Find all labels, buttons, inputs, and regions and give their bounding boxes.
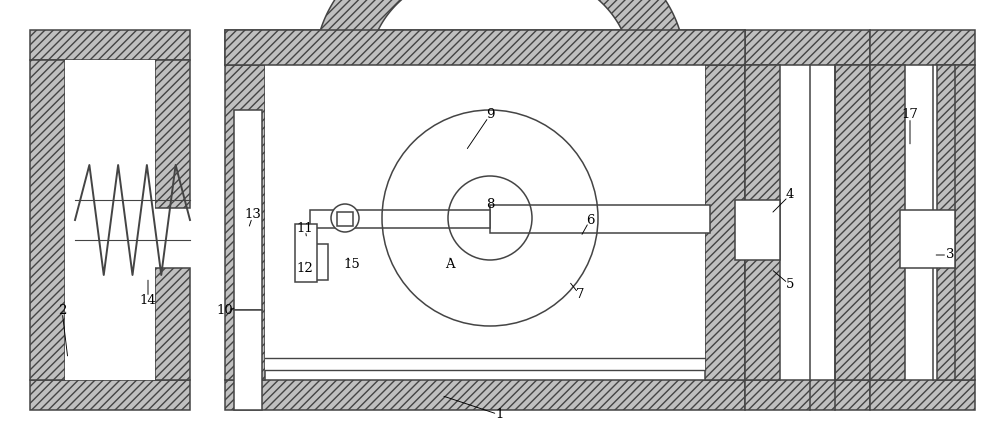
Bar — [155, 60, 190, 208]
Bar — [490, 205, 710, 233]
Bar — [905, 65, 937, 380]
Bar — [234, 310, 262, 410]
Bar — [295, 224, 317, 282]
Bar — [337, 212, 353, 226]
Text: 11: 11 — [297, 222, 313, 234]
Text: 13: 13 — [245, 208, 261, 222]
Bar — [30, 380, 190, 410]
Bar — [937, 65, 975, 380]
Bar — [225, 380, 745, 410]
Bar — [745, 30, 870, 65]
Bar — [265, 87, 705, 370]
Text: 17: 17 — [902, 109, 918, 121]
Bar — [225, 30, 745, 65]
Bar — [308, 244, 328, 280]
Bar — [780, 65, 835, 380]
Text: 5: 5 — [786, 279, 794, 292]
Text: 8: 8 — [486, 198, 494, 212]
Text: A: A — [445, 258, 455, 272]
Bar — [225, 65, 265, 380]
Polygon shape — [315, 0, 685, 65]
Bar — [265, 30, 705, 95]
Text: 10: 10 — [217, 304, 233, 317]
Text: 2: 2 — [58, 304, 66, 317]
Bar — [870, 30, 975, 65]
Bar — [900, 210, 955, 268]
Bar — [30, 30, 190, 60]
Circle shape — [331, 204, 359, 232]
Text: 7: 7 — [576, 289, 584, 301]
Bar — [234, 110, 262, 310]
Text: 9: 9 — [486, 109, 494, 121]
Text: 14: 14 — [140, 293, 156, 307]
Bar — [225, 30, 745, 65]
Bar — [155, 268, 190, 380]
Bar — [870, 380, 975, 410]
Bar — [30, 60, 65, 380]
Bar — [870, 65, 905, 380]
Bar — [745, 65, 780, 380]
Text: 12: 12 — [297, 261, 313, 275]
Bar — [65, 60, 155, 380]
Text: 6: 6 — [586, 213, 594, 226]
Text: 15: 15 — [344, 258, 360, 272]
Bar — [310, 210, 490, 228]
Text: 4: 4 — [786, 188, 794, 201]
Bar — [745, 380, 870, 410]
Bar — [735, 200, 780, 260]
Bar — [835, 65, 870, 380]
Bar — [705, 65, 745, 380]
Text: 3: 3 — [946, 248, 954, 261]
Text: 1: 1 — [496, 409, 504, 421]
